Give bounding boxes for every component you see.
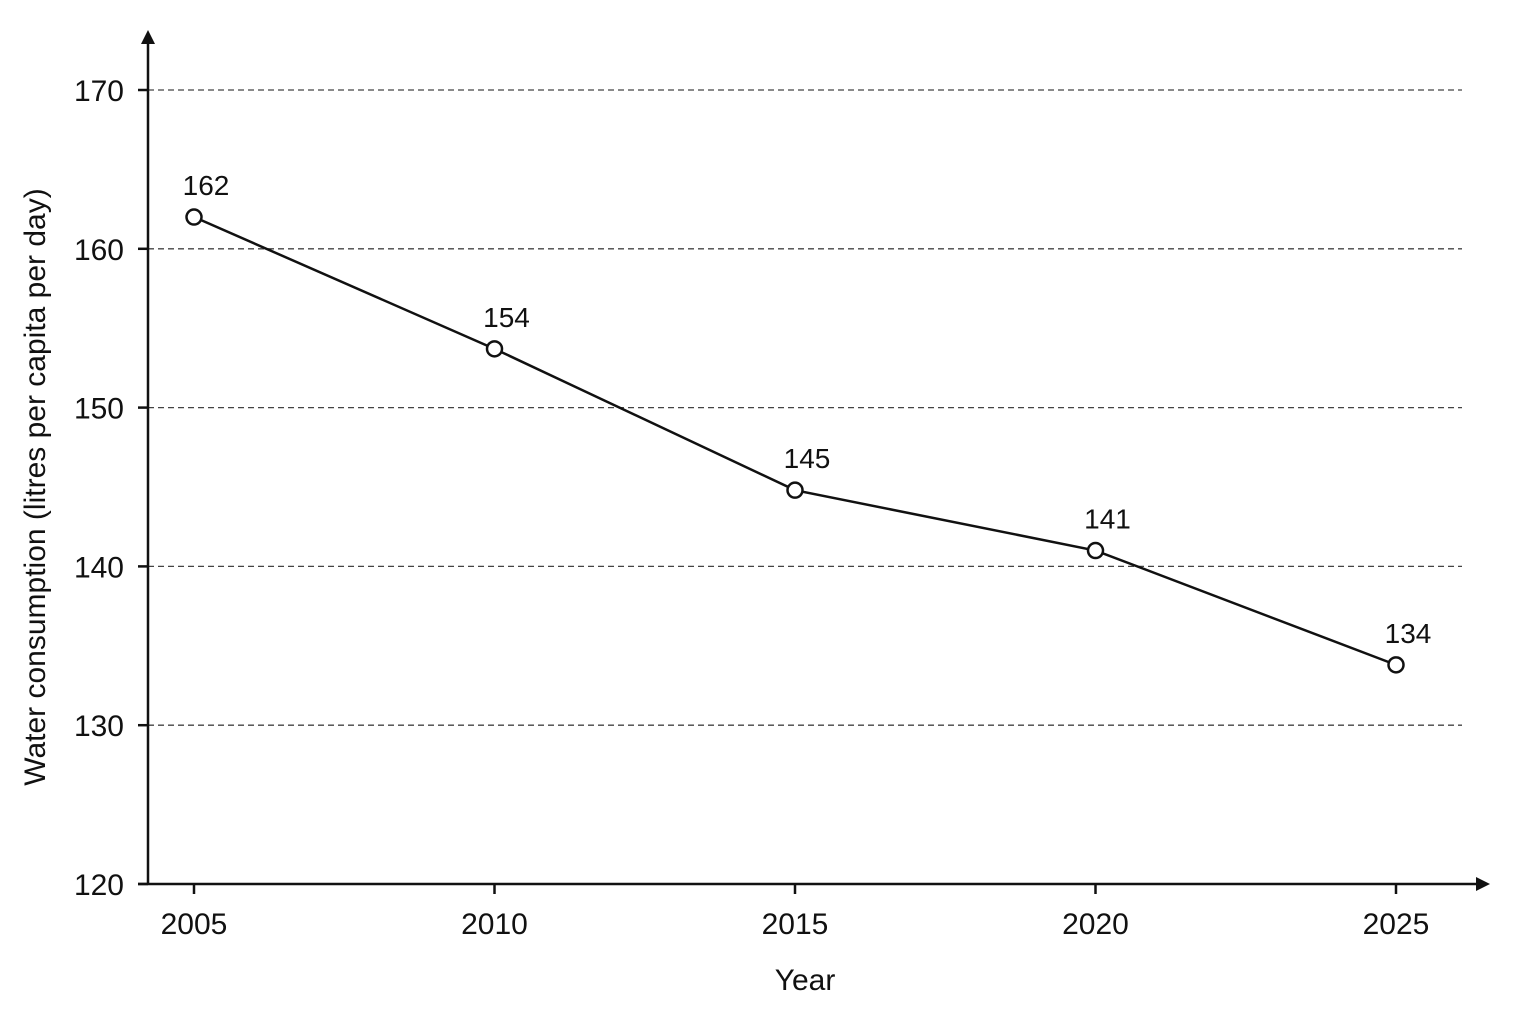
- data-label-2020: 141: [1084, 504, 1131, 535]
- data-label-2010: 154: [483, 302, 530, 333]
- grid-layer: [148, 89, 1462, 726]
- data-label-2015: 145: [784, 443, 831, 474]
- axes-layer: [138, 30, 1490, 891]
- y-tick-label: 160: [74, 234, 124, 267]
- y-axis-arrow: [141, 30, 155, 44]
- data-label-2005: 162: [183, 170, 230, 201]
- series-layer: [185, 208, 1405, 674]
- data-point-2025: [1387, 656, 1405, 674]
- y-tick-label: 140: [74, 551, 124, 584]
- y-tick-label: 120: [74, 869, 124, 902]
- y-tick-label: 150: [74, 393, 124, 426]
- y-axis-title: Water consumption (litres per capita per…: [19, 188, 52, 785]
- x-tick-label: 2010: [461, 908, 528, 941]
- ticks-layer: 120 130 140 150 160 170 2005 2010 2015 2020 2025: [74, 75, 1429, 941]
- data-point-2005: [185, 208, 203, 226]
- x-tick-label: 2015: [762, 908, 829, 941]
- data-point-2015: [786, 481, 804, 499]
- y-tick-label: 130: [74, 710, 124, 743]
- x-axis-arrow: [1476, 877, 1490, 891]
- labels-layer: 162 154 145 141 134: [183, 170, 1432, 649]
- x-tick-label: 2005: [161, 908, 228, 941]
- data-point-2010: [485, 340, 504, 358]
- x-tick-label: 2020: [1062, 908, 1129, 941]
- x-tick-label: 2025: [1363, 908, 1430, 941]
- data-point-2020: [1086, 541, 1105, 560]
- series-line: [193, 215, 1397, 667]
- data-label-2025: 134: [1385, 618, 1432, 649]
- x-axis-title: Year: [775, 964, 836, 997]
- y-tick-label: 170: [74, 75, 124, 108]
